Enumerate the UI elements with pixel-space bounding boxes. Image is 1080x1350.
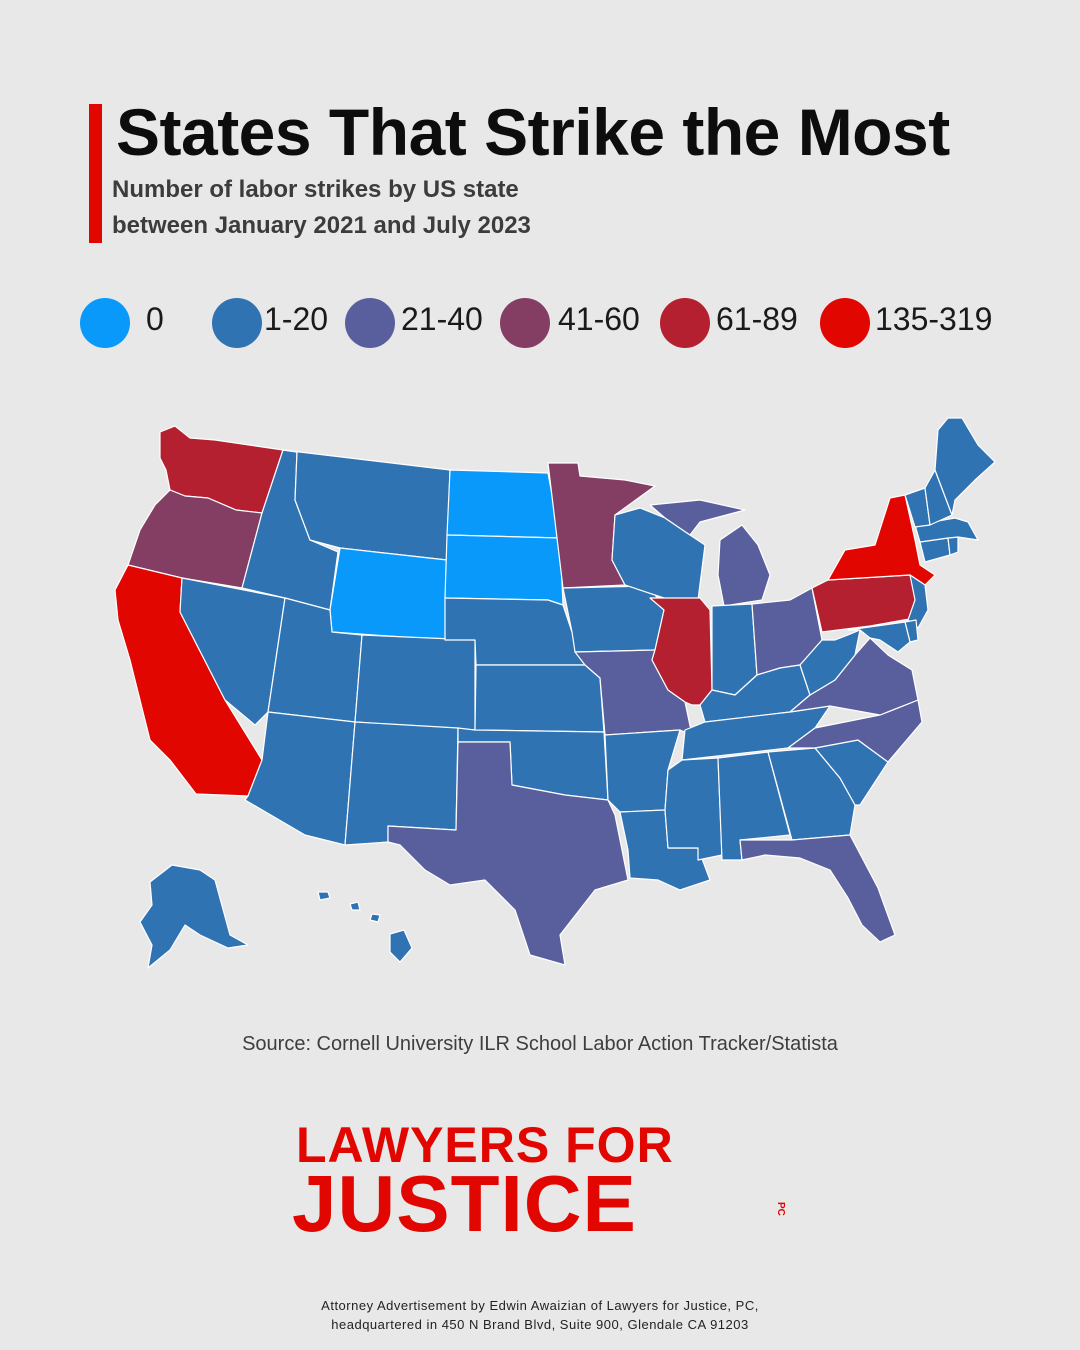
page-title: States That Strike the Most [116, 95, 950, 169]
disclaimer-line-2: headquartered in 450 N Brand Blvd, Suite… [331, 1317, 749, 1332]
legend-label: 41-60 [558, 301, 640, 337]
legend-swatch [345, 298, 395, 348]
state-hawaii [317, 891, 413, 963]
state-maryland [847, 621, 911, 653]
legend-swatch [212, 298, 262, 348]
legend-label: 0 [146, 301, 164, 337]
legend-label: 1-20 [264, 301, 329, 337]
state-texas [387, 741, 629, 966]
legend-swatch [500, 298, 550, 348]
state-north-dakota [446, 469, 561, 539]
state-iowa [562, 585, 665, 653]
logo-line-2: JUSTICE [292, 1159, 637, 1248]
state-maine [934, 417, 996, 516]
legend-swatch [80, 298, 130, 348]
disclaimer-line-1: Attorney Advertisement by Edwin Awaizian… [321, 1298, 759, 1313]
state-wyoming [329, 547, 448, 641]
logo-pc-suffix: PC [775, 1202, 786, 1216]
attorney-disclaimer: Attorney Advertisement by Edwin Awaizian… [0, 1296, 1080, 1334]
legend-label: 61-89 [716, 301, 798, 337]
state-kansas [474, 664, 605, 733]
us-states-map [114, 417, 996, 969]
subtitle-line-2: between January 2021 and July 2023 [112, 212, 531, 239]
title-accent-bar [89, 104, 102, 243]
logo-line-1: LAWYERS FOR [296, 1117, 674, 1173]
state-arizona [244, 711, 356, 846]
legend-swatch [660, 298, 710, 348]
state-south-dakota [444, 534, 564, 606]
state-minnesota [547, 462, 656, 589]
state-illinois [649, 597, 713, 706]
state-michigan [649, 499, 771, 607]
state-rhode-island [947, 536, 959, 556]
state-florida [739, 834, 896, 943]
state-mississippi [664, 757, 723, 861]
legend-label: 21-40 [401, 301, 483, 337]
state-new-jersey [907, 574, 929, 629]
state-alaska [139, 864, 249, 969]
legend-swatch [820, 298, 870, 348]
state-north-carolina [787, 699, 923, 763]
state-wisconsin [611, 507, 706, 601]
legend-label: 135-319 [875, 301, 993, 337]
map-states [114, 417, 996, 969]
state-tennessee [681, 705, 831, 761]
subtitle: Number of labor strikes by US state betw… [112, 172, 531, 244]
subtitle-line-1: Number of labor strikes by US state [112, 176, 519, 203]
legend: 0 1-20 21-40 41-60 61-89 135-319 [80, 296, 1010, 350]
state-colorado [354, 634, 476, 731]
lawyers-for-justice-logo: LAWYERS FOR JUSTICE PC [290, 1117, 810, 1246]
source-note: Source: Cornell University ILR School La… [242, 1033, 838, 1055]
